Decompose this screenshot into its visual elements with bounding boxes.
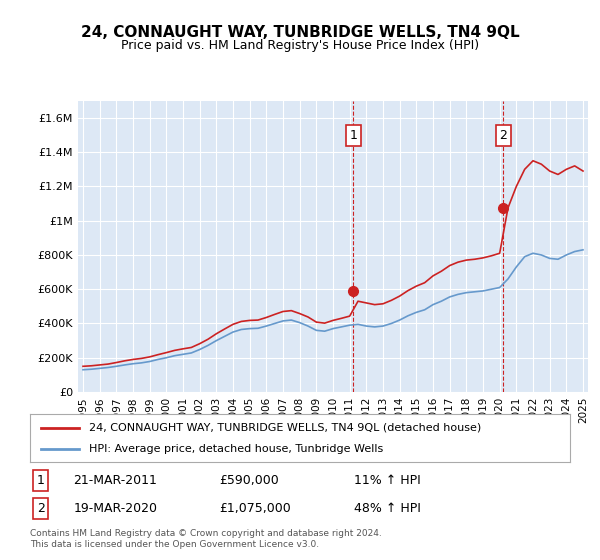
Text: 2: 2 [37, 502, 45, 515]
Text: Price paid vs. HM Land Registry's House Price Index (HPI): Price paid vs. HM Land Registry's House … [121, 39, 479, 52]
Text: 1: 1 [37, 474, 45, 487]
Text: Contains HM Land Registry data © Crown copyright and database right 2024.
This d: Contains HM Land Registry data © Crown c… [30, 529, 382, 549]
Text: 1: 1 [349, 129, 357, 142]
Text: 19-MAR-2020: 19-MAR-2020 [73, 502, 157, 515]
Text: HPI: Average price, detached house, Tunbridge Wells: HPI: Average price, detached house, Tunb… [89, 444, 383, 454]
Text: £1,075,000: £1,075,000 [219, 502, 291, 515]
Text: 24, CONNAUGHT WAY, TUNBRIDGE WELLS, TN4 9QL (detached house): 24, CONNAUGHT WAY, TUNBRIDGE WELLS, TN4 … [89, 423, 482, 433]
Text: 11% ↑ HPI: 11% ↑ HPI [354, 474, 421, 487]
Text: 24, CONNAUGHT WAY, TUNBRIDGE WELLS, TN4 9QL: 24, CONNAUGHT WAY, TUNBRIDGE WELLS, TN4 … [80, 25, 520, 40]
Text: 48% ↑ HPI: 48% ↑ HPI [354, 502, 421, 515]
Text: 2: 2 [499, 129, 507, 142]
Text: £590,000: £590,000 [219, 474, 279, 487]
Text: 21-MAR-2011: 21-MAR-2011 [73, 474, 157, 487]
